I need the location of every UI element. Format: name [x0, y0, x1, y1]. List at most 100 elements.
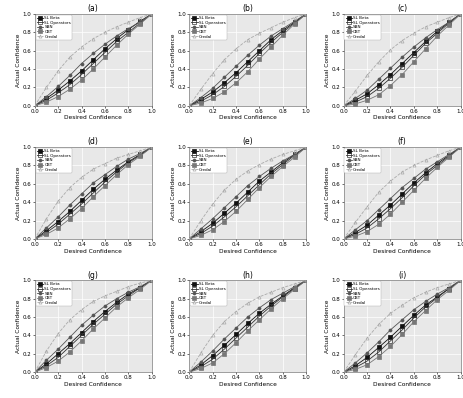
SL Beta — [353, 363, 358, 368]
Legend: SL Beta, SL Operators, SBN, CBT, Credal: SL Beta, SL Operators, SBN, CBT, Credal — [344, 148, 381, 173]
Credal — [411, 295, 417, 300]
SL Beta — [411, 50, 417, 55]
SBN — [102, 304, 108, 308]
X-axis label: Desired Confidence: Desired Confidence — [64, 382, 122, 387]
Credal — [434, 20, 440, 25]
SL Operators — [434, 163, 440, 168]
SL Operators — [137, 153, 143, 158]
SL Operators — [388, 76, 393, 81]
Line: SBN: SBN — [188, 12, 308, 107]
CBT — [114, 304, 119, 309]
SL Operators — [280, 162, 286, 167]
SL Beta — [269, 37, 274, 42]
CBT — [292, 21, 297, 26]
SL Beta — [280, 293, 286, 298]
SBN — [32, 236, 38, 241]
CBT — [56, 94, 61, 99]
Credal — [434, 153, 440, 158]
SBN — [458, 278, 463, 283]
CBT — [434, 297, 440, 302]
Y-axis label: Actual Confidence: Actual Confidence — [171, 33, 176, 87]
SL Operators — [353, 365, 358, 370]
SBN — [221, 337, 227, 341]
SL Beta — [423, 39, 428, 44]
Credal — [79, 307, 84, 312]
SBN — [210, 217, 215, 221]
SBN — [137, 20, 143, 25]
Line: SBN: SBN — [188, 279, 308, 374]
SL Operators — [44, 98, 49, 103]
SBN — [90, 313, 96, 318]
Credal — [67, 317, 73, 322]
CBT — [245, 328, 250, 333]
CBT — [137, 21, 143, 26]
Line: CBT: CBT — [342, 279, 462, 374]
Credal — [423, 158, 428, 162]
SL Beta — [125, 160, 131, 164]
Credal — [388, 179, 393, 183]
CBT — [102, 183, 108, 188]
Credal — [353, 220, 358, 225]
SBN — [32, 103, 38, 108]
SBN — [90, 51, 96, 56]
Credal — [198, 351, 204, 355]
Credal — [446, 148, 452, 153]
SL Beta — [411, 181, 417, 185]
SL Operators — [32, 236, 38, 241]
Credal — [210, 202, 215, 207]
SL Operators — [198, 364, 204, 369]
Credal — [269, 157, 274, 162]
SL Beta — [257, 179, 262, 183]
SL Operators — [233, 336, 239, 341]
SL Beta — [221, 343, 227, 348]
CBT — [458, 12, 463, 16]
SBN — [233, 326, 239, 330]
CBT — [90, 194, 96, 199]
SL Beta — [388, 203, 393, 207]
Credal — [376, 190, 382, 195]
SL Beta — [32, 103, 38, 108]
SL Operators — [280, 295, 286, 299]
SL Operators — [423, 304, 428, 309]
SL Beta — [446, 20, 452, 25]
SBN — [446, 20, 452, 25]
Credal — [44, 85, 49, 90]
Line: SL Operators: SL Operators — [33, 279, 153, 374]
SL Operators — [32, 103, 38, 108]
SL Operators — [446, 154, 452, 159]
SL Operators — [292, 21, 297, 25]
CBT — [446, 288, 452, 293]
SBN — [257, 43, 262, 47]
SL Beta — [233, 70, 239, 75]
X-axis label: Desired Confidence: Desired Confidence — [373, 382, 431, 387]
SL Beta — [400, 191, 405, 196]
CBT — [458, 278, 463, 283]
Credal — [90, 299, 96, 304]
Credal — [114, 289, 119, 294]
CBT — [102, 55, 108, 59]
Credal — [423, 290, 428, 295]
Line: CBT: CBT — [188, 12, 308, 107]
SL Operators — [44, 363, 49, 368]
Credal — [364, 336, 370, 341]
Y-axis label: Actual Confidence: Actual Confidence — [325, 33, 330, 87]
SL Operators — [411, 183, 417, 188]
Credal — [446, 281, 452, 286]
SL Beta — [67, 209, 73, 214]
SBN — [376, 339, 382, 344]
SL Beta — [198, 363, 204, 367]
SL Beta — [376, 345, 382, 350]
SBN — [67, 203, 73, 207]
Line: Credal: Credal — [33, 12, 153, 107]
SBN — [388, 196, 393, 201]
SBN — [187, 236, 192, 241]
SL Beta — [423, 303, 428, 308]
SL Beta — [90, 187, 96, 192]
Line: SL Operators: SL Operators — [342, 279, 462, 374]
SL Operators — [303, 12, 309, 16]
SBN — [257, 174, 262, 179]
Line: SBN: SBN — [342, 12, 462, 107]
SBN — [376, 77, 382, 82]
Credal — [280, 285, 286, 290]
Credal — [353, 352, 358, 357]
